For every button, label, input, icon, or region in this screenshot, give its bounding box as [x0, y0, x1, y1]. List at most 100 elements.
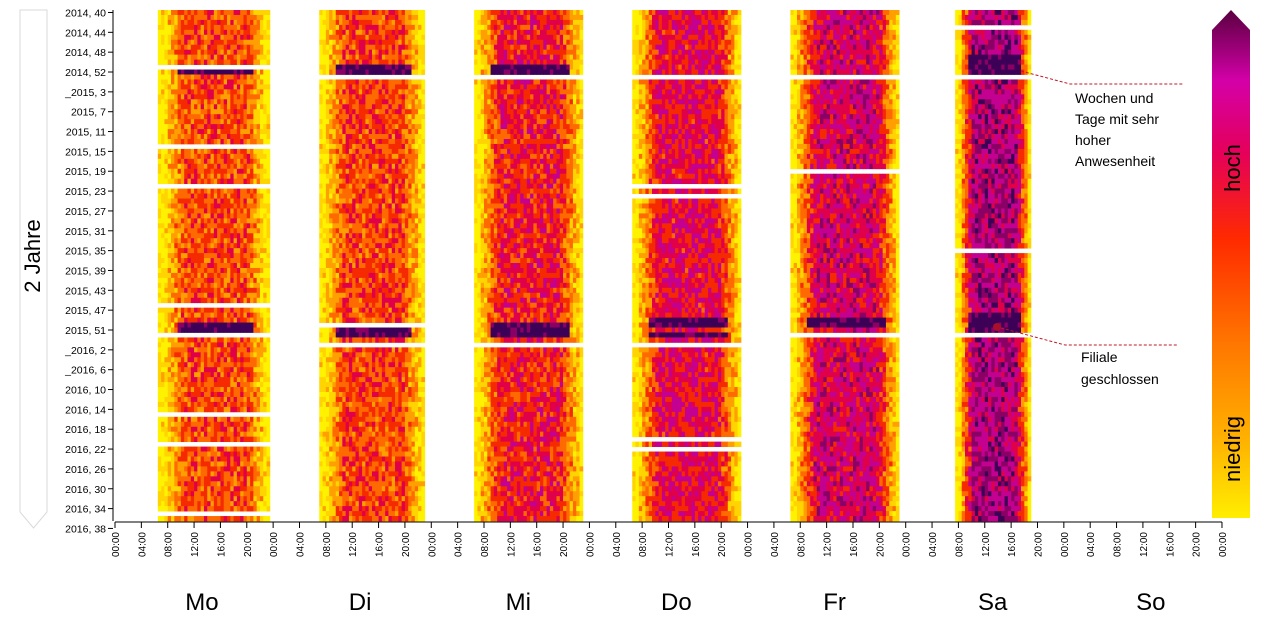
heat-cell	[203, 163, 208, 170]
heat-cell	[398, 238, 403, 244]
heat-cell	[391, 203, 396, 209]
heat-cell	[411, 10, 416, 16]
heat-cell	[246, 272, 251, 279]
heat-cell	[332, 29, 337, 36]
heat-cell	[174, 29, 178, 36]
heat-cell	[411, 263, 416, 269]
heat-cell	[371, 129, 376, 135]
heat-cell	[171, 506, 175, 512]
heat-cell	[180, 347, 185, 353]
heat-cell	[411, 208, 416, 214]
heat-cell	[256, 516, 261, 522]
heat-cell	[230, 491, 234, 497]
heat-cell	[187, 387, 192, 393]
heat-cell	[348, 14, 353, 21]
heat-cell	[339, 39, 343, 46]
heat-cell	[210, 362, 215, 368]
heat-cell	[329, 129, 333, 135]
heat-cell	[233, 94, 238, 100]
heat-cell	[240, 138, 244, 145]
heat-cell	[319, 173, 323, 180]
heat-cell	[171, 501, 175, 507]
heat-cell	[210, 253, 215, 259]
heat-cell	[236, 29, 241, 36]
heat-cell	[358, 94, 363, 100]
heat-cell	[190, 19, 195, 26]
heat-cell	[194, 401, 198, 408]
heat-cell	[177, 89, 182, 95]
heat-cell	[177, 367, 182, 373]
heat-cell	[217, 89, 221, 95]
heat-cell	[381, 223, 386, 229]
heat-cell	[213, 267, 218, 274]
heat-cell	[388, 79, 393, 85]
heat-cell	[345, 79, 350, 85]
heat-cell	[388, 243, 393, 249]
heat-cell	[157, 307, 162, 314]
heat-cell	[223, 337, 228, 343]
heat-cell	[180, 312, 185, 318]
heat-cell	[213, 312, 218, 318]
heat-cell	[253, 372, 258, 378]
heat-cell	[266, 491, 271, 497]
heat-cell	[187, 89, 192, 95]
heat-cell	[213, 59, 218, 65]
heat-cell	[362, 188, 366, 194]
heat-cell	[233, 89, 238, 95]
heat-cell	[325, 253, 330, 259]
heat-cell	[414, 49, 419, 56]
heat-cell	[184, 14, 188, 21]
heat-cell	[200, 337, 205, 343]
heat-cell	[210, 476, 215, 482]
heat-cell	[418, 248, 422, 254]
heat-cell	[174, 347, 178, 353]
heat-cell	[368, 69, 373, 75]
heat-cell	[391, 24, 396, 31]
heat-cell	[197, 89, 202, 95]
heat-cell	[227, 272, 231, 279]
heat-cell	[207, 59, 211, 65]
heat-cell	[368, 183, 373, 189]
heat-cell	[263, 49, 267, 56]
heat-cell	[378, 39, 383, 46]
heat-cell	[203, 223, 208, 229]
heat-cell	[325, 223, 330, 229]
heat-cell	[164, 446, 169, 452]
heat-cell	[345, 243, 350, 249]
heat-cell	[233, 456, 238, 462]
heat-cell	[171, 471, 175, 477]
heat-cell	[358, 282, 363, 289]
heat-cell	[348, 228, 353, 234]
heat-cell	[227, 501, 231, 507]
heat-cell	[404, 183, 409, 189]
heat-cell	[220, 322, 225, 328]
heat-cell	[243, 104, 248, 110]
heat-cell	[200, 267, 205, 274]
heat-cell	[246, 307, 251, 314]
heat-cell	[210, 352, 215, 358]
heat-cell	[161, 253, 165, 259]
heat-cell	[266, 287, 271, 294]
heat-cell	[365, 134, 370, 140]
heat-cell	[184, 292, 188, 299]
heat-cell	[348, 19, 353, 26]
heat-cell	[388, 158, 393, 165]
heat-cell	[253, 84, 258, 90]
heat-cell	[398, 282, 403, 289]
heat-cell	[177, 322, 182, 328]
heat-cell	[371, 134, 376, 140]
heat-cell	[194, 367, 198, 373]
heat-cell	[322, 99, 327, 105]
heat-cell	[203, 327, 208, 333]
heat-cell	[266, 337, 271, 343]
heat-cell	[398, 59, 403, 65]
heat-cell	[250, 104, 254, 110]
heat-cell	[332, 178, 337, 185]
heat-cell	[358, 44, 363, 51]
heat-cell	[207, 89, 211, 95]
heat-cell	[167, 44, 172, 51]
heat-cell	[395, 213, 399, 219]
heat-cell	[194, 148, 198, 155]
heat-cell	[388, 272, 393, 279]
heat-cell	[240, 253, 244, 259]
